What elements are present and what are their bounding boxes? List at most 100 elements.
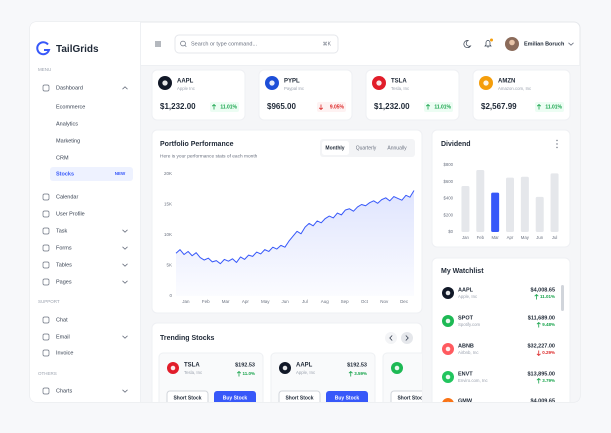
watchlist-row[interactable]: GMW $4,009.65 — [442, 398, 555, 410]
x-tick-label: Jun — [536, 235, 544, 240]
short-button[interactable]: Short Stock — [166, 390, 209, 405]
stock-ticker: ENVT — [458, 371, 473, 377]
stock-ticker: TSLA — [391, 79, 407, 85]
nav-badge: NEW — [115, 171, 126, 176]
carousel-next[interactable] — [401, 332, 413, 344]
stock-name: Paypal Inc — [284, 86, 305, 91]
nav-label: Ecommerce — [56, 104, 85, 110]
notifications[interactable] — [484, 38, 493, 48]
card-title: My Watchlist — [441, 268, 484, 275]
company-logo-mark — [483, 80, 489, 86]
buy-button[interactable]: Buy Stock — [214, 391, 256, 405]
change-badge — [210, 102, 239, 112]
stock-name: Apple, Inc — [296, 370, 316, 375]
stock-change: 11.01% — [220, 104, 237, 110]
bar — [506, 177, 514, 232]
stock-name: Airbnb, Inc — [458, 350, 479, 355]
tab-label: Annually — [387, 145, 407, 151]
nav-item[interactable]: Analytics — [56, 121, 78, 127]
card-title: Portfolio Performance — [160, 141, 234, 148]
short-button[interactable]: Short Stock — [390, 390, 432, 405]
stock-ticker: SPOT — [458, 315, 474, 321]
y-tick-label: $200 — [443, 212, 453, 217]
nav-label: Marketing — [56, 138, 80, 144]
company-logo-mark — [282, 365, 288, 371]
trend-arrow — [536, 350, 541, 357]
nav-label: User Profile — [56, 211, 85, 217]
y-tick-label: $800 — [443, 162, 453, 167]
search-placeholder: Search or type command... — [191, 41, 258, 47]
theme-toggle[interactable] — [463, 40, 472, 48]
nav-item[interactable]: Forms — [42, 244, 128, 251]
carousel-button — [401, 332, 413, 344]
stock-change: 9.05% — [330, 104, 345, 110]
search-shortcut: ⌘K — [323, 41, 332, 47]
trend-arrow — [536, 103, 542, 110]
menu-toggle[interactable] — [155, 41, 161, 47]
nav-item[interactable]: User Profile — [42, 210, 85, 217]
nav-label: Charts — [56, 388, 72, 394]
period-tab[interactable]: Monthly — [322, 141, 349, 155]
chevron-icon — [122, 263, 128, 267]
buy-button[interactable]: Buy Stock — [326, 391, 368, 405]
brand-name: TailGrids — [56, 44, 99, 55]
search-icon — [180, 40, 186, 47]
nav-item[interactable]: Stocks NEW — [50, 167, 133, 181]
period-tab[interactable]: Quarterly — [356, 145, 377, 151]
moon-icon — [463, 40, 472, 48]
nav-item[interactable]: Task — [42, 227, 128, 234]
nav-item[interactable]: Ecommerce — [56, 104, 85, 110]
search-box[interactable]: Search or type command... ⌘K — [174, 34, 339, 54]
nav-icon — [42, 261, 50, 269]
nav-label: Pages — [56, 279, 72, 285]
stock-price: $2,567.99 — [481, 102, 517, 111]
user-menu[interactable]: Emilian Boruch — [505, 37, 574, 51]
x-tick-label: Jul — [552, 235, 558, 240]
carousel-button — [385, 332, 397, 344]
nav-item[interactable]: Charts — [42, 387, 128, 395]
nav-label: Email — [56, 334, 70, 340]
stock-ticker: PYPL — [284, 79, 300, 85]
nav-item[interactable]: Marketing — [56, 138, 80, 144]
period-tab[interactable]: Annually — [387, 145, 407, 151]
nav-icon — [42, 333, 50, 341]
company-logo — [442, 398, 454, 402]
nav-label: Task — [56, 228, 68, 234]
section-label: SUPPORT — [38, 299, 60, 304]
nav-item[interactable]: Tables — [42, 261, 128, 269]
more-dot — [556, 143, 558, 145]
more-menu[interactable] — [556, 139, 558, 149]
short-button[interactable]: Short Stock — [278, 390, 321, 405]
y-tick-label: $0 — [448, 229, 453, 234]
x-tick-label: Feb — [477, 235, 485, 240]
trend-arrow — [348, 370, 353, 377]
chevron-icon — [122, 280, 128, 284]
trend-arrow — [534, 293, 539, 300]
button-bg — [278, 390, 321, 402]
nav-icon — [42, 349, 50, 357]
x-tick-label: Jul — [302, 299, 308, 304]
nav-item[interactable]: Invoice — [42, 349, 73, 357]
nav-item[interactable]: Chat — [42, 316, 68, 323]
nav-icon — [42, 387, 50, 395]
line-area — [176, 190, 414, 296]
nav-item[interactable]: Calendar — [42, 193, 78, 200]
carousel-prev[interactable] — [385, 332, 397, 344]
company-logo-mark — [162, 80, 168, 86]
trend-arrow — [236, 370, 242, 377]
header: Search or type command... ⌘K Emilian Boruc… — [140, 34, 580, 66]
nav-item[interactable]: Pages — [42, 278, 128, 285]
x-tick-label: Mar — [491, 235, 499, 240]
x-tick-label: Feb — [202, 299, 210, 304]
nav-item[interactable]: Email — [42, 333, 128, 341]
nav-item[interactable]: Dashboard — [42, 84, 128, 91]
nav-item[interactable]: CRM — [56, 155, 69, 161]
nav-label: Invoice — [56, 350, 73, 356]
x-tick-label: Oct — [361, 299, 369, 304]
